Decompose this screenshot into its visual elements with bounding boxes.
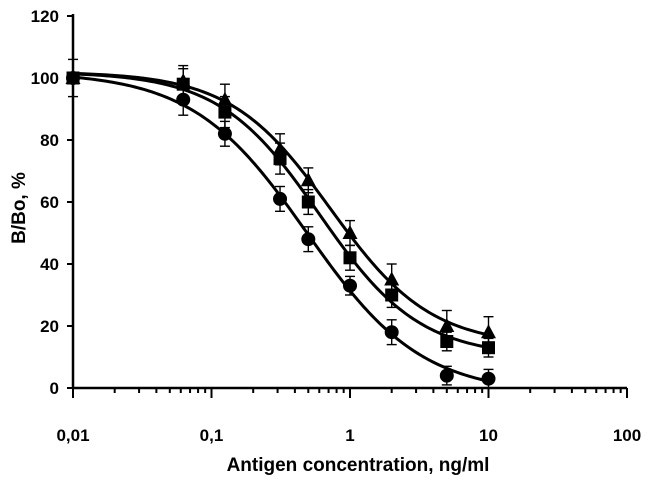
square-marker xyxy=(218,105,232,119)
y-tick-label: 120 xyxy=(31,7,59,26)
y-tick-label: 100 xyxy=(31,69,59,88)
square-marker xyxy=(440,335,454,348)
triangle-marker xyxy=(272,141,288,156)
y-tick-label: 0 xyxy=(50,379,59,398)
triangle-marker xyxy=(384,271,400,286)
curve-series-1 xyxy=(72,75,489,383)
tick-labels: 0 20 40 60 80 100 120 0,01 0,1 1 10 100 xyxy=(31,7,642,445)
y-tick-label: 20 xyxy=(40,317,59,336)
square-marker xyxy=(301,195,315,209)
x-tick-label: 0,1 xyxy=(200,426,224,445)
square-marker xyxy=(482,341,495,355)
axes xyxy=(71,14,627,390)
circle-marker xyxy=(439,368,454,383)
triangle-marker xyxy=(65,70,81,84)
fitted-curves xyxy=(72,71,489,383)
circle-marker xyxy=(481,371,496,386)
square-marker xyxy=(343,251,357,265)
triangle-marker xyxy=(439,318,455,332)
circle-marker xyxy=(384,325,399,340)
triangle-marker xyxy=(300,172,316,187)
triangle-marker xyxy=(481,324,496,339)
x-tick-label: 10 xyxy=(479,426,498,445)
y-axis-title: B/Bo, % xyxy=(9,172,30,244)
y-tick-label: 60 xyxy=(40,193,59,212)
square-marker xyxy=(385,288,399,302)
triangle-marker xyxy=(217,91,233,106)
ticks xyxy=(67,15,628,398)
y-tick-label: 40 xyxy=(40,255,59,274)
triangle-marker xyxy=(175,73,191,88)
circle-marker xyxy=(301,232,316,247)
y-tick-label: 80 xyxy=(40,131,59,150)
circle-marker xyxy=(217,126,232,141)
triangle-marker xyxy=(342,225,358,239)
error-bars xyxy=(68,58,494,389)
circle-marker xyxy=(343,278,357,293)
x-tick-label: 1 xyxy=(345,426,354,445)
x-tick-label: 100 xyxy=(613,426,641,445)
circle-marker xyxy=(273,191,288,206)
circle-marker xyxy=(176,92,191,107)
data-markers xyxy=(65,70,496,386)
x-tick-label: 0,01 xyxy=(56,426,89,445)
x-axis-title: Antigen concentration, ng/ml xyxy=(227,455,490,476)
square-marker xyxy=(273,152,287,166)
